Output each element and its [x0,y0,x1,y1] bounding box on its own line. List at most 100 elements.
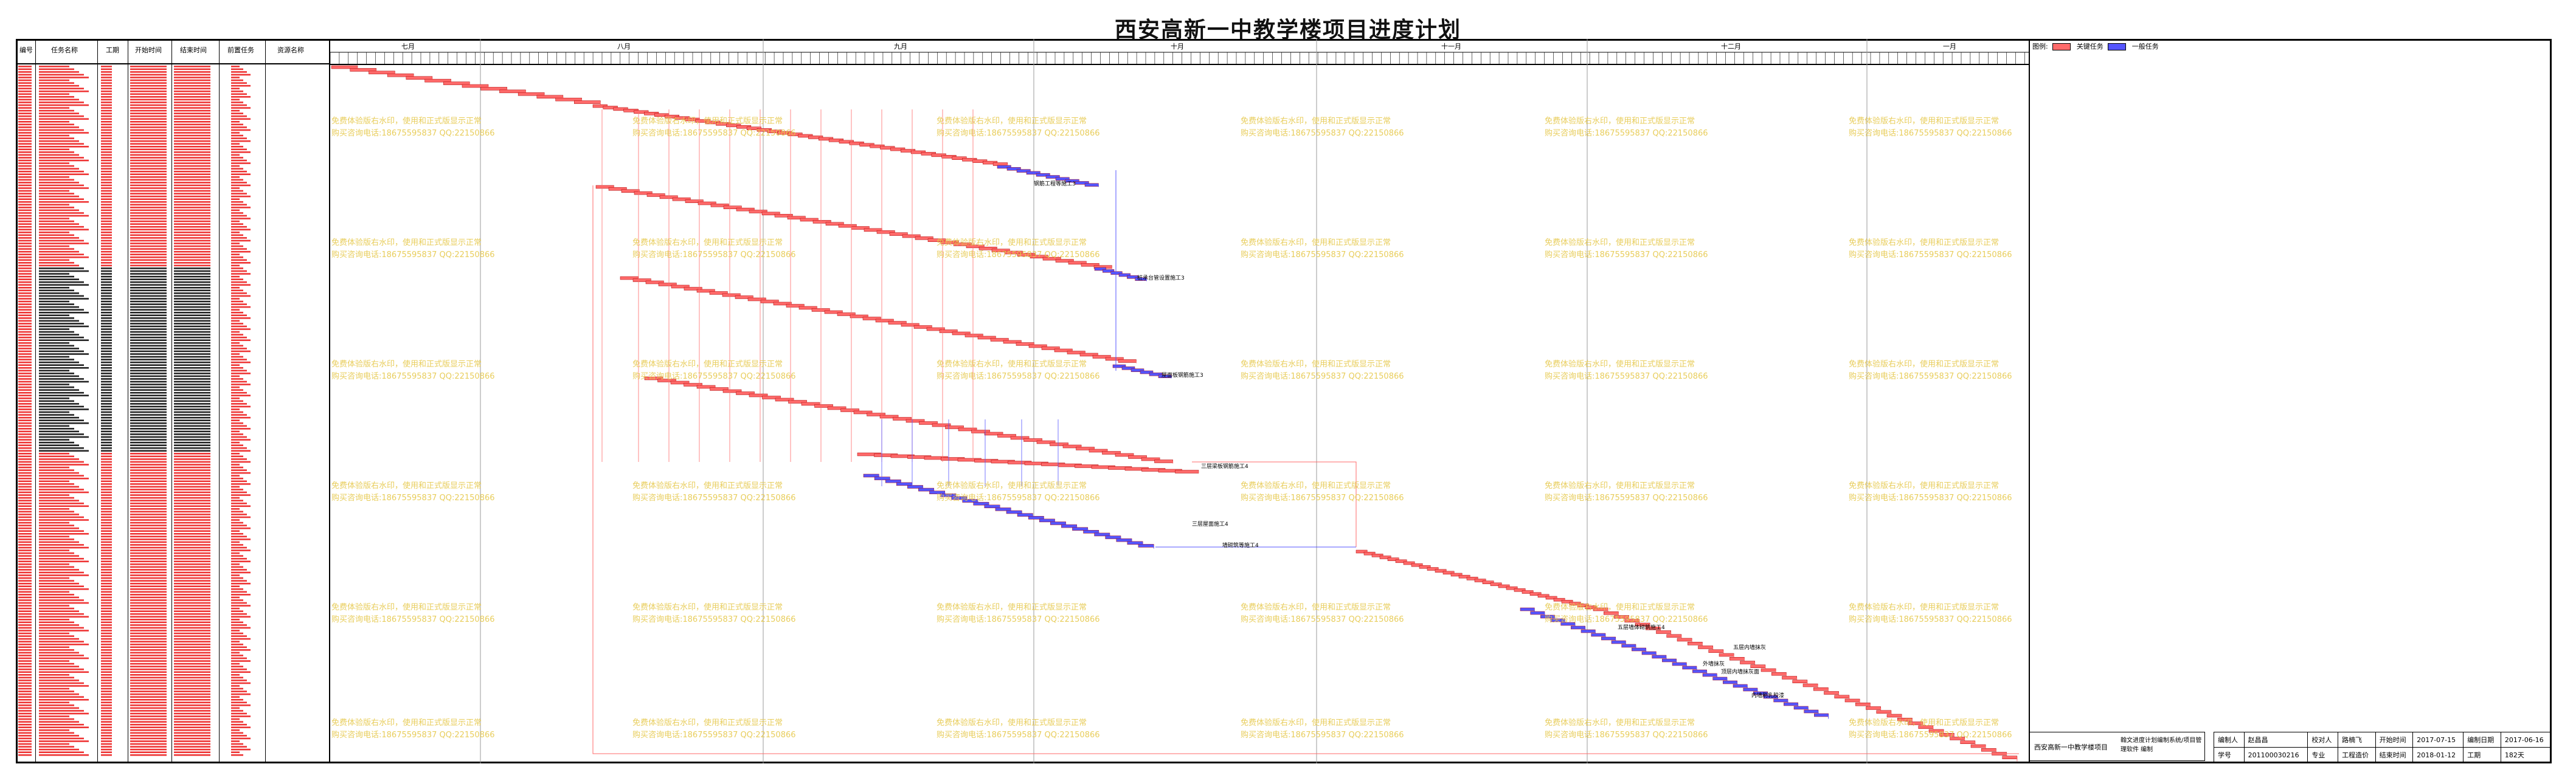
row-id-mark [18,256,32,258]
row-pred-mark [231,176,240,178]
row-pred-mark [231,391,247,394]
row-end-mark [174,342,210,344]
row-duration-mark [101,79,112,81]
row-duration-mark [101,278,112,280]
task-bar [1017,513,1033,517]
row-id-mark [18,707,32,709]
row-name-mark [39,398,69,399]
row-end-mark [174,571,210,574]
row-pred-mark [231,264,240,267]
row-name-mark [39,79,69,81]
row-id-mark [18,522,32,524]
row-name-mark [39,668,84,670]
row-start-mark [130,389,167,391]
major-label: 专业 [2307,747,2339,763]
row-name-mark [39,748,79,751]
row-pred-mark [231,743,243,745]
row-pred-mark [231,602,247,604]
row-pred-mark [231,187,240,189]
row-start-mark [130,464,167,466]
row-duration-mark [101,610,112,612]
watermark-line: 购买咨询电话:18675595837 QQ:22150866 [331,494,495,503]
row-end-mark [174,687,210,690]
row-pred-mark [231,472,251,474]
row-pred-mark [231,422,243,424]
row-id-mark [18,602,32,604]
row-end-mark [174,331,210,333]
row-end-mark [174,466,210,469]
task-bar [995,508,1011,511]
row-name-mark [39,469,74,471]
row-id-mark [18,90,32,92]
row-name-mark [39,348,79,349]
row-end-mark [174,79,210,81]
row-duration-mark [101,680,112,681]
row-name-mark [39,204,69,206]
row-name-mark [39,132,89,134]
row-id-mark [18,339,32,342]
row-pred-mark [231,646,247,649]
row-end-mark [174,184,210,187]
row-end-mark [174,655,210,656]
row-end-mark [174,458,210,460]
row-end-mark [174,190,210,192]
row-end-mark [174,348,210,349]
row-start-mark [130,607,167,610]
row-duration-mark [101,193,112,194]
row-start-mark [130,250,167,253]
row-start-mark [130,726,167,729]
row-duration-mark [101,638,112,640]
row-name-mark [39,88,84,89]
row-start-mark [130,698,167,701]
row-start-mark [130,118,167,120]
row-pred-mark [231,469,247,471]
row-pred-mark [231,580,247,582]
row-end-mark [174,182,210,184]
row-name-mark [39,300,69,303]
row-duration-mark [101,544,112,546]
row-name-mark [39,740,89,742]
row-start-mark [130,477,167,480]
row-pred-mark [231,444,243,446]
row-id-mark [18,549,32,551]
row-duration-mark [101,497,112,499]
row-end-mark [174,403,210,405]
row-id-mark [18,66,32,67]
row-duration-mark [101,491,112,494]
row-id-mark [18,361,32,363]
row-pred-mark [231,314,247,317]
row-start-mark [130,391,167,394]
row-start-mark [130,527,167,529]
row-duration-mark [101,735,112,737]
row-name-mark [39,232,69,233]
row-pred-mark [231,386,240,388]
row-start-mark [130,441,167,444]
row-duration-mark [101,88,112,89]
col-header-start: 开始时间 [135,46,162,54]
row-name-mark [39,666,79,667]
row-end-mark [174,663,210,665]
row-start-mark [130,466,167,469]
watermark-line: 免费体验版右水印，使用和正式版显示正常 [1241,718,1391,728]
watermark-text: 免费体验版右水印，使用和正式版显示正常 购买咨询电话:18675595837 QQ… [632,237,796,261]
row-duration-mark [101,433,112,435]
duration-label: 工期 [2463,747,2501,763]
row-name-mark [39,735,79,737]
row-start-mark [130,323,167,325]
gantt-label: 屋面板钢筋施工3 [1162,373,1203,379]
row-duration-mark [101,466,112,469]
row-start-mark [130,234,167,236]
row-name-mark [39,704,74,706]
task-bar [918,487,934,492]
row-name-mark [39,657,89,659]
row-pred-mark [231,655,243,656]
row-end-mark [174,544,210,546]
watermark-line: 免费体验版右水印，使用和正式版显示正常 [632,481,783,491]
row-start-mark [130,657,167,659]
row-pred-mark [231,317,251,319]
watermark-line: 免费体验版右水印，使用和正式版显示正常 [1545,718,1695,728]
row-id-mark [18,635,32,637]
task-bar [1050,522,1066,525]
row-end-mark [174,143,210,145]
row-name-mark [39,82,74,84]
